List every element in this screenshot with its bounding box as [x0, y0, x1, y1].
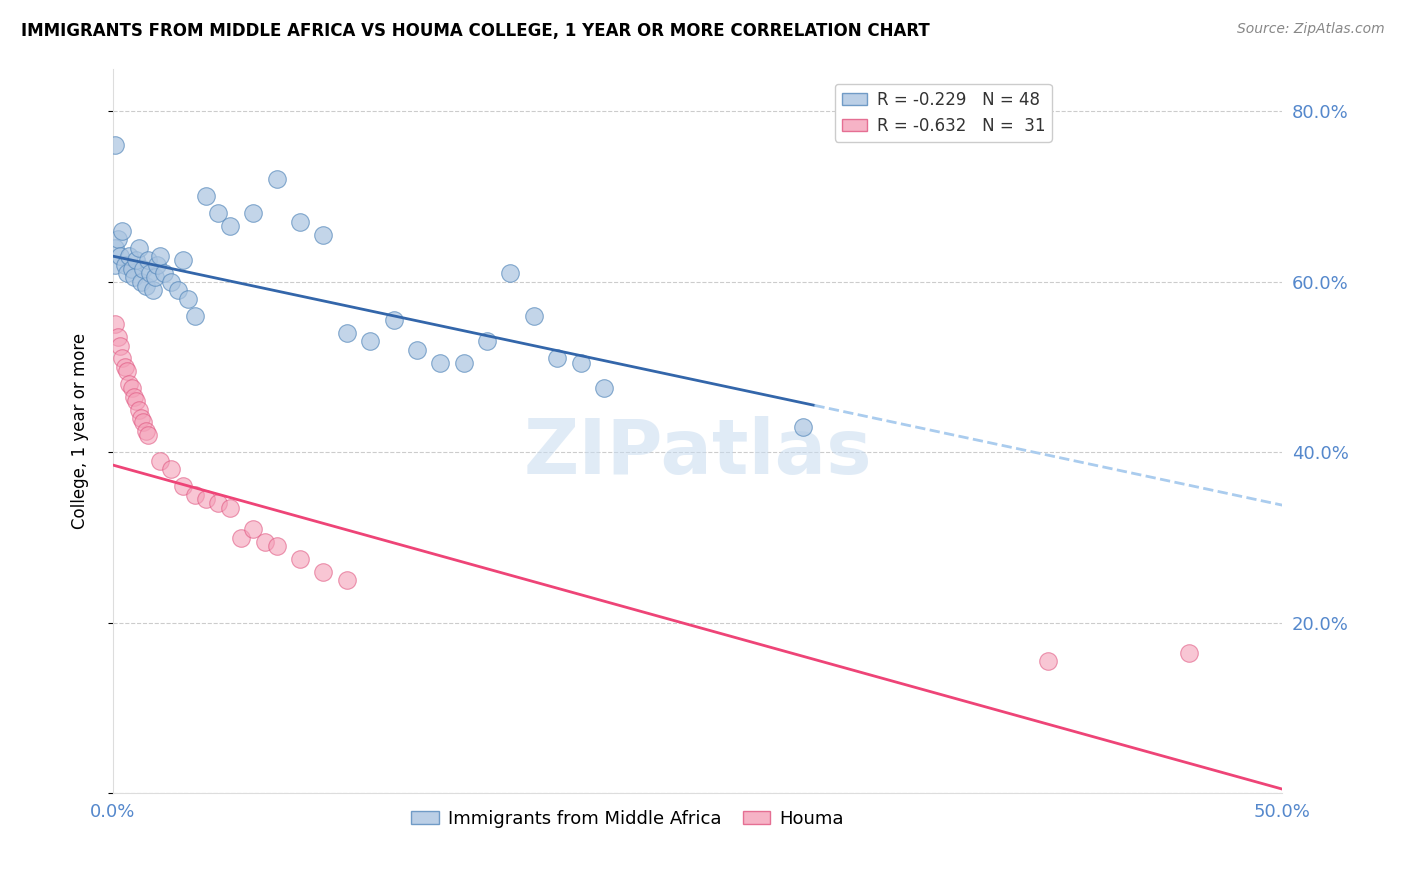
Point	[359, 334, 381, 349]
Point	[135, 279, 157, 293]
Point	[104, 241, 127, 255]
Point	[115, 266, 138, 280]
Point	[114, 258, 136, 272]
Point	[242, 206, 264, 220]
Point	[135, 424, 157, 438]
Point	[382, 313, 405, 327]
Text: ZIPatlas: ZIPatlas	[523, 416, 872, 490]
Point	[336, 573, 359, 587]
Point	[253, 534, 276, 549]
Point	[266, 172, 288, 186]
Point	[136, 253, 159, 268]
Point	[429, 356, 451, 370]
Point	[160, 462, 183, 476]
Point	[149, 454, 172, 468]
Point	[104, 318, 127, 332]
Point	[125, 253, 148, 268]
Point	[792, 419, 814, 434]
Point	[207, 496, 229, 510]
Point	[207, 206, 229, 220]
Point	[122, 390, 145, 404]
Y-axis label: College, 1 year or more: College, 1 year or more	[72, 333, 89, 529]
Point	[153, 266, 176, 280]
Point	[121, 381, 143, 395]
Point	[218, 219, 240, 234]
Point	[132, 261, 155, 276]
Point	[143, 270, 166, 285]
Legend: Immigrants from Middle Africa, Houma: Immigrants from Middle Africa, Houma	[404, 803, 851, 835]
Point	[231, 531, 253, 545]
Point	[104, 138, 127, 153]
Point	[453, 356, 475, 370]
Point	[139, 266, 162, 280]
Point	[142, 283, 165, 297]
Point	[146, 258, 169, 272]
Point	[129, 411, 152, 425]
Point	[129, 275, 152, 289]
Point	[475, 334, 498, 349]
Point	[593, 381, 616, 395]
Point	[108, 339, 131, 353]
Point	[195, 492, 218, 507]
Point	[183, 309, 205, 323]
Point	[176, 292, 198, 306]
Text: IMMIGRANTS FROM MIDDLE AFRICA VS HOUMA COLLEGE, 1 YEAR OR MORE CORRELATION CHART: IMMIGRANTS FROM MIDDLE AFRICA VS HOUMA C…	[21, 22, 929, 40]
Point	[136, 428, 159, 442]
Point	[125, 394, 148, 409]
Point	[406, 343, 429, 357]
Point	[499, 266, 522, 280]
Point	[122, 270, 145, 285]
Point	[336, 326, 359, 340]
Point	[195, 189, 218, 203]
Text: Source: ZipAtlas.com: Source: ZipAtlas.com	[1237, 22, 1385, 37]
Point	[523, 309, 546, 323]
Point	[149, 249, 172, 263]
Point	[242, 522, 264, 536]
Point	[569, 356, 592, 370]
Point	[108, 249, 131, 263]
Point	[111, 223, 134, 237]
Point	[312, 227, 335, 242]
Point	[118, 249, 141, 263]
Point	[183, 488, 205, 502]
Point	[114, 359, 136, 374]
Point	[172, 253, 194, 268]
Point	[218, 500, 240, 515]
Point	[107, 232, 129, 246]
Point	[266, 539, 288, 553]
Point	[128, 241, 150, 255]
Point	[172, 479, 194, 493]
Point	[167, 283, 190, 297]
Point	[111, 351, 134, 366]
Point	[121, 261, 143, 276]
Point	[118, 377, 141, 392]
Point	[132, 416, 155, 430]
Point	[160, 275, 183, 289]
Point	[312, 565, 335, 579]
Point	[115, 364, 138, 378]
Point	[128, 402, 150, 417]
Point	[1038, 654, 1060, 668]
Point	[288, 552, 311, 566]
Point	[107, 330, 129, 344]
Point	[546, 351, 568, 366]
Point	[104, 258, 127, 272]
Point	[1177, 646, 1199, 660]
Point	[288, 215, 311, 229]
